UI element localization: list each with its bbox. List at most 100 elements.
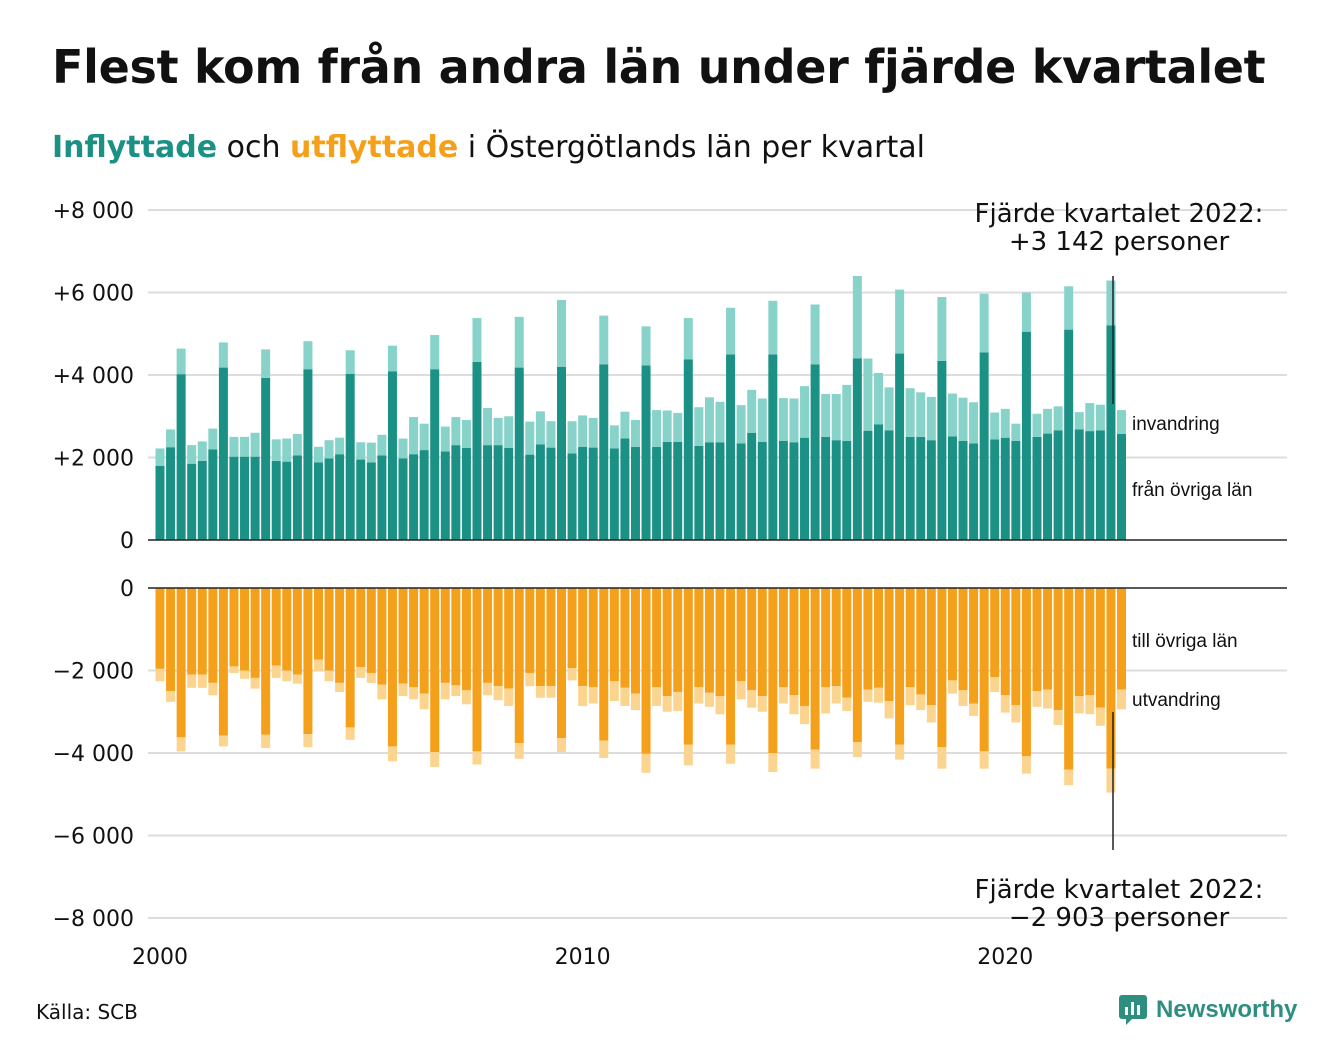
bar-fran-ovriga-lan [366, 462, 376, 540]
bar-utvandring [926, 705, 936, 723]
bar-fran-ovriga-lan [1053, 430, 1063, 540]
bar-till-ovriga-lan [419, 588, 429, 694]
bar-utvandring [990, 677, 1000, 692]
bar-till-ovriga-lan [842, 588, 852, 698]
bar-fran-ovriga-lan [324, 458, 334, 540]
bar-fran-ovriga-lan [1011, 441, 1021, 540]
bar-invandring [641, 326, 651, 366]
bar-fran-ovriga-lan [483, 445, 493, 540]
bar-till-ovriga-lan [461, 588, 471, 691]
bar-till-ovriga-lan [313, 588, 323, 660]
bar-till-ovriga-lan [715, 588, 725, 697]
bar-invandring [810, 304, 820, 365]
bar-till-ovriga-lan [1074, 588, 1084, 697]
legend-fran-ovriga-lan: från övriga län [1132, 480, 1252, 501]
y-tick-label-bottom: −6 000 [53, 825, 134, 850]
bar-till-ovriga-lan [345, 588, 355, 728]
bar-till-ovriga-lan [1085, 588, 1095, 696]
bar-invandring [1117, 410, 1127, 434]
bar-utvandring [155, 668, 165, 682]
bar-invandring [947, 393, 957, 437]
bar-invandring [208, 428, 218, 450]
bar-utvandring [1043, 689, 1053, 709]
bar-till-ovriga-lan [303, 588, 313, 735]
bar-invandring [747, 389, 757, 433]
bar-utvandring [673, 691, 683, 711]
y-tick-label-bottom: 0 [120, 577, 134, 602]
bar-fran-ovriga-lan [662, 441, 672, 540]
bar-fran-ovriga-lan [1085, 431, 1095, 540]
bar-till-ovriga-lan [155, 588, 165, 669]
bar-till-ovriga-lan [990, 588, 1000, 678]
bar-till-ovriga-lan [282, 588, 292, 671]
bar-invandring [261, 349, 271, 378]
bar-utvandring [493, 686, 503, 701]
annotation-top-line1: Fjärde kvartalet 2022: [975, 199, 1264, 229]
bar-utvandring [620, 687, 630, 706]
bar-utvandring [641, 753, 651, 773]
bar-fran-ovriga-lan [451, 445, 461, 540]
bar-utvandring [630, 693, 640, 711]
bar-utvandring [335, 682, 345, 692]
bar-till-ovriga-lan [271, 588, 281, 666]
bar-fran-ovriga-lan [197, 460, 207, 540]
bar-utvandring [535, 686, 545, 698]
bar-utvandring [1106, 768, 1116, 793]
x-tick-label: 2020 [977, 945, 1033, 970]
bar-utvandring [905, 687, 915, 706]
bar-invandring [726, 307, 736, 355]
bar-invandring [578, 415, 588, 447]
bar-utvandring [261, 734, 271, 749]
y-tick-label-bottom: −8 000 [53, 907, 134, 932]
bar-utvandring [895, 744, 905, 760]
bar-fran-ovriga-lan [461, 448, 471, 540]
bar-fran-ovriga-lan [969, 443, 979, 540]
bar-utvandring [546, 686, 556, 698]
bar-utvandring [398, 683, 408, 697]
bar-fran-ovriga-lan [789, 442, 799, 540]
bar-till-ovriga-lan [440, 588, 450, 683]
bar-invandring [609, 425, 619, 449]
bar-invandring [1043, 408, 1053, 434]
bar-fran-ovriga-lan [504, 448, 514, 540]
bar-till-ovriga-lan [535, 588, 545, 687]
bar-invandring [884, 387, 894, 431]
brand-name: Newsworthy [1156, 996, 1298, 1023]
bar-till-ovriga-lan [514, 588, 524, 744]
bar-fran-ovriga-lan [958, 441, 968, 540]
bar-invandring [240, 436, 250, 457]
bar-utvandring [683, 744, 693, 766]
bar-till-ovriga-lan [493, 588, 503, 687]
bar-utvandring [979, 751, 989, 769]
bar-invandring [155, 448, 165, 466]
bar-fran-ovriga-lan [271, 460, 281, 540]
bar-invandring [419, 423, 429, 451]
bar-till-ovriga-lan [979, 588, 989, 752]
bar-fran-ovriga-lan [419, 450, 429, 540]
bar-invandring [535, 411, 545, 445]
bar-invandring [905, 388, 915, 437]
brand-logo: Newsworthy [1118, 994, 1297, 1026]
bar-utvandring [1021, 756, 1031, 774]
bar-utvandring [483, 682, 493, 696]
bar-invandring [356, 442, 366, 460]
bar-utvandring [324, 670, 334, 682]
bar-invandring [588, 417, 598, 448]
bar-utvandring [1000, 695, 1010, 713]
bar-till-ovriga-lan [166, 588, 176, 692]
bar-fran-ovriga-lan [620, 438, 630, 540]
bar-fran-ovriga-lan [1106, 325, 1116, 540]
bar-utvandring [715, 696, 725, 715]
bar-invandring [673, 412, 683, 442]
bar-till-ovriga-lan [800, 588, 810, 706]
bar-fran-ovriga-lan [863, 430, 873, 540]
bar-utvandring [578, 686, 588, 706]
bar-till-ovriga-lan [652, 588, 662, 687]
bar-fran-ovriga-lan [884, 430, 894, 540]
y-tick-label-top: +8 000 [53, 199, 134, 224]
bar-fran-ovriga-lan [303, 369, 313, 540]
bar-fran-ovriga-lan [218, 367, 228, 540]
bar-invandring [630, 419, 640, 447]
annotation-bottom-line1: Fjärde kvartalet 2022: [975, 875, 1264, 905]
bar-utvandring [557, 738, 567, 753]
